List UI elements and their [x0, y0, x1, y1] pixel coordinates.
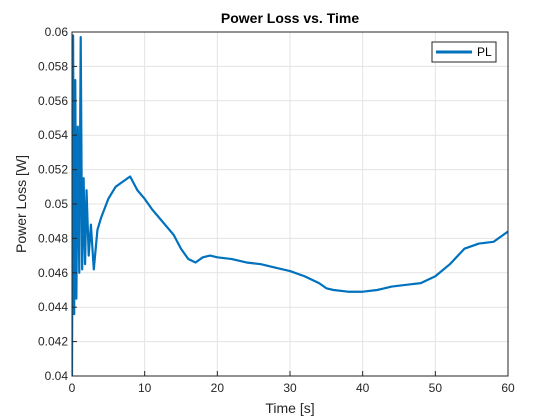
y-tick-label: 0.046 — [38, 266, 68, 280]
x-tick-label: 10 — [138, 381, 152, 395]
data-layer — [72, 34, 508, 376]
ticks: 0 10 20 30 40 50 60 0.04 0.042 0.044 0.046 0.048 0.0… — [38, 25, 515, 395]
chart-title: Power Loss vs. Time — [221, 10, 359, 26]
y-tick-label: 0.05 — [45, 197, 69, 211]
x-tick-label: 50 — [429, 381, 443, 395]
x-tick-label: 20 — [211, 381, 225, 395]
y-tick-label: 0.058 — [38, 59, 68, 73]
y-tick-label: 0.06 — [45, 25, 69, 39]
series-line-pl — [72, 34, 508, 376]
y-tick-label: 0.052 — [38, 163, 68, 177]
y-tick-label: 0.056 — [38, 94, 68, 108]
y-axis-label: Power Loss [W] — [13, 155, 29, 253]
x-tick-label: 60 — [501, 381, 515, 395]
y-tick-label: 0.042 — [38, 335, 68, 349]
x-tick-label: 0 — [69, 381, 76, 395]
y-tick-label: 0.054 — [38, 128, 68, 142]
y-tick-label: 0.04 — [45, 369, 69, 383]
x-axis-label: Time [s] — [265, 400, 314, 416]
x-tick-label: 30 — [283, 381, 297, 395]
y-tick-label: 0.044 — [38, 300, 68, 314]
legend-label-pl: PL — [477, 45, 492, 59]
x-tick-label: 40 — [356, 381, 370, 395]
legend: PL — [431, 41, 497, 63]
y-tick-label: 0.048 — [38, 231, 68, 245]
